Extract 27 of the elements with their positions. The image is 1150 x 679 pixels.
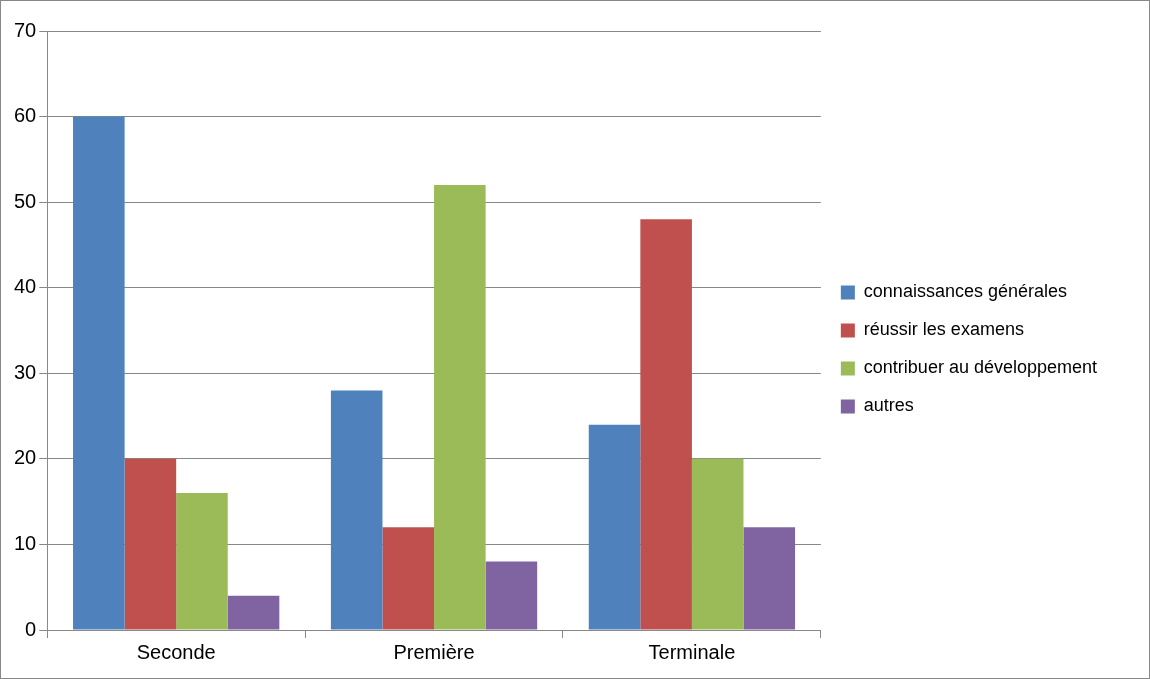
bar (588, 424, 641, 630)
legend-label: autres (863, 395, 914, 416)
y-tick-label: 30 (14, 360, 37, 383)
legend-label: connaissances générales (863, 281, 1067, 302)
bar (227, 595, 280, 630)
bar (382, 527, 435, 630)
y-tick-label: 70 (14, 18, 37, 41)
x-tick-label: Première (393, 640, 475, 663)
bar (691, 458, 744, 630)
bar (330, 390, 383, 630)
legend-label: contribuer au développement (863, 357, 1097, 378)
x-tick-label: Seconde (136, 640, 216, 663)
bar (485, 561, 538, 630)
bar (124, 458, 177, 630)
bar (176, 493, 228, 630)
y-tick-label: 20 (14, 446, 37, 469)
y-tick-label: 10 (14, 531, 37, 554)
y-tick-label: 50 (14, 189, 37, 212)
bar (73, 116, 125, 630)
x-tick-label: Terminale (648, 640, 736, 663)
y-tick-label: 40 (14, 275, 37, 298)
legend-label: réussir les examens (863, 319, 1024, 340)
y-tick-label: 60 (14, 104, 37, 127)
bar (743, 527, 796, 630)
bar (640, 219, 692, 630)
bar (434, 185, 486, 630)
y-tick-label: 0 (25, 617, 37, 640)
